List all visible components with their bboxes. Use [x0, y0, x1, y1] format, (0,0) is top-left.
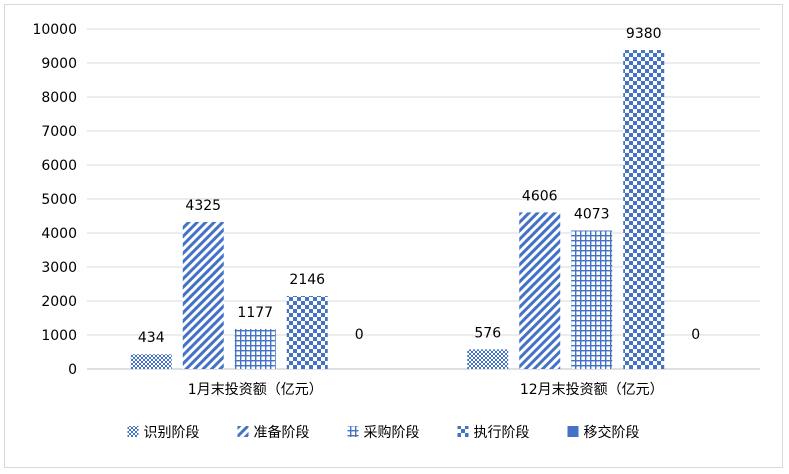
- y-tick-label: 3000: [41, 260, 77, 276]
- data-label: 434: [138, 330, 165, 346]
- legend-swatch: [457, 426, 469, 437]
- bar: [286, 296, 328, 369]
- chart-frame: 0 1000 2000 3000 4000 5000 6000 7000 8000 9000 100…: [4, 4, 783, 468]
- data-label: 0: [355, 327, 364, 343]
- legend-item: 执行阶段: [457, 425, 530, 441]
- bar-chart: 0 1000 2000 3000 4000 5000 6000 7000 8000 9000 100…: [32, 22, 760, 441]
- bar: [130, 354, 172, 369]
- legend-swatch: [237, 426, 249, 437]
- y-tick-label: 4000: [41, 226, 77, 242]
- bar: [623, 50, 665, 369]
- legend-item: 准备阶段: [237, 424, 310, 441]
- bar: [571, 230, 613, 369]
- bar: [519, 212, 561, 369]
- data-label: 4606: [522, 188, 558, 204]
- data-labels: 434 4325 1177 2146 0 576 4606 4073 9380 0: [138, 26, 700, 346]
- legend-swatch: [567, 426, 579, 437]
- data-label: 4073: [574, 207, 610, 223]
- legend-swatch: [347, 426, 359, 437]
- y-tick-label: 6000: [41, 158, 77, 174]
- bar: [467, 349, 509, 369]
- x-category-label: 1月末投资额（亿元）: [188, 382, 323, 398]
- data-label: 4325: [185, 198, 221, 214]
- x-category-label: 12月末投资额（亿元）: [520, 382, 664, 398]
- y-tick-label: 8000: [41, 90, 77, 106]
- y-tick-label: 2000: [41, 294, 77, 310]
- legend-item: 移交阶段: [567, 424, 640, 441]
- y-tick-label: 9000: [41, 56, 77, 72]
- legend-label: 移交阶段: [584, 424, 640, 441]
- legend-item: 采购阶段: [347, 425, 420, 441]
- data-label: 0: [691, 327, 700, 343]
- legend-label: 识别阶段: [144, 425, 200, 441]
- y-tick-label: 1000: [41, 328, 77, 344]
- y-tick-label: 10000: [32, 22, 77, 38]
- legend-label: 执行阶段: [474, 425, 530, 441]
- legend-item: 识别阶段: [127, 425, 200, 441]
- legend-swatch: [127, 426, 139, 437]
- x-axis-categories: 1月末投资额（亿元） 12月末投资额（亿元）: [188, 382, 664, 398]
- y-tick-label: 5000: [41, 192, 77, 208]
- data-label: 1177: [237, 305, 273, 321]
- legend-label: 采购阶段: [364, 425, 420, 441]
- legend: 识别阶段 准备阶段 采购阶段 执行阶段 移交阶段: [127, 424, 640, 441]
- legend-label: 准备阶段: [254, 424, 310, 441]
- bar: [234, 328, 276, 369]
- y-tick-label: 0: [68, 362, 77, 378]
- y-tick-label: 7000: [41, 124, 77, 140]
- data-label: 576: [474, 325, 501, 341]
- y-axis-ticks: 0 1000 2000 3000 4000 5000 6000 7000 8000 9000 100…: [32, 22, 77, 378]
- bars: [130, 50, 665, 369]
- data-label: 9380: [626, 26, 662, 42]
- bar: [182, 221, 224, 369]
- data-label: 2146: [289, 272, 325, 288]
